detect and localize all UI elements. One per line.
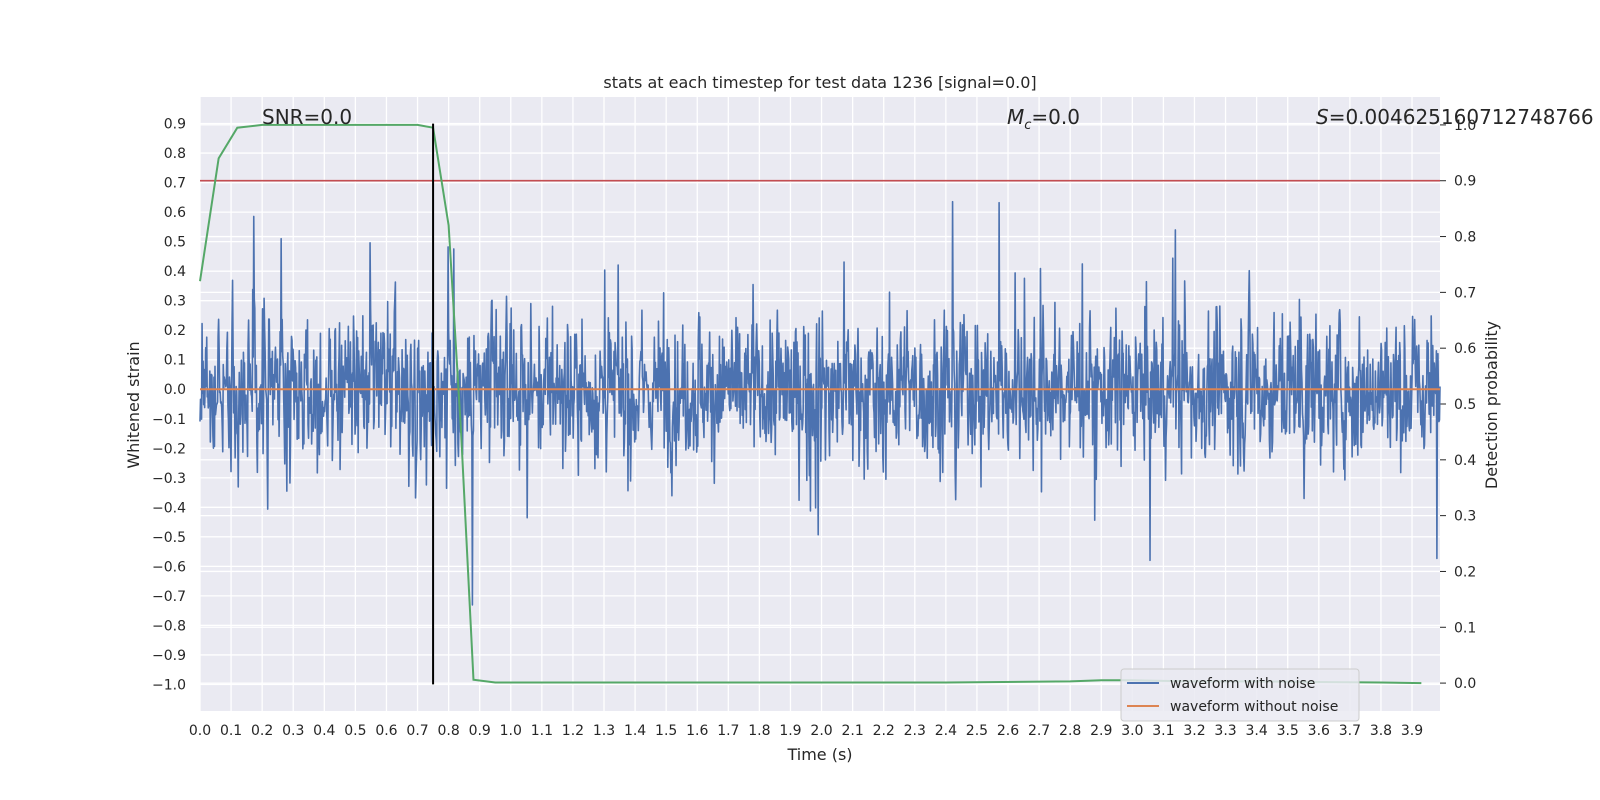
left-y-tick-label: −0.6	[152, 559, 186, 575]
s-value: =0.004625160712748766	[1329, 105, 1594, 129]
x-tick-label: 1.7	[717, 723, 739, 739]
right-y-tick-label: 1.0	[1454, 118, 1476, 134]
left-y-tick-label: 0.2	[164, 323, 186, 339]
x-tick-label: 3.8	[1370, 723, 1392, 739]
mc-annotation: Mc=0.0	[1007, 105, 1080, 133]
left-y-tick-label: −1.0	[152, 677, 186, 693]
right-y-tick-label: 0.3	[1454, 509, 1476, 525]
legend: waveform with noise waveform without noi…	[1120, 668, 1360, 722]
x-tick-label: 1.1	[531, 723, 553, 739]
right-y-tick-label: 0.5	[1454, 397, 1476, 413]
mc-value: =0.0	[1031, 105, 1080, 129]
right-y-tick-label: 0.7	[1454, 285, 1476, 301]
x-tick-label: 2.4	[935, 723, 957, 739]
legend-box	[1120, 668, 1360, 722]
x-tick-label: 1.0	[500, 723, 522, 739]
x-tick-label: 2.1	[841, 723, 863, 739]
x-tick-label: 1.2	[562, 723, 584, 739]
x-tick-label: 3.1	[1152, 723, 1174, 739]
x-tick-label: 0.4	[313, 723, 335, 739]
left-y-tick-label: 0.8	[164, 146, 186, 162]
right-y-tick-label: 0.1	[1454, 620, 1476, 636]
left-y-tick-label: 0.0	[164, 382, 186, 398]
left-y-tick-label: 0.5	[164, 235, 186, 251]
right-y-tick-label: 0.8	[1454, 230, 1476, 246]
left-y-tick-label: 0.6	[164, 205, 186, 221]
snr-annotation: SNR=0.0	[262, 105, 352, 129]
x-tick-label: 3.2	[1183, 723, 1205, 739]
x-tick-label: 0.1	[220, 723, 242, 739]
x-tick-label: 3.3	[1214, 723, 1236, 739]
right-y-tick-label: 0.0	[1454, 676, 1476, 692]
right-y-tick-label: 0.6	[1454, 341, 1476, 357]
s-symbol: S	[1316, 105, 1329, 129]
left-y-tick-label: 0.4	[164, 264, 186, 280]
x-tick-label: 3.6	[1308, 723, 1330, 739]
left-y-axis-title: Whitened strain	[124, 341, 143, 468]
noisy-waveform-line	[199, 200, 1441, 606]
x-tick-label: 1.4	[624, 723, 646, 739]
x-tick-label: 0.5	[344, 723, 366, 739]
x-axis-title: Time (s)	[786, 745, 852, 764]
left-y-tick-label: −0.1	[152, 412, 186, 428]
left-y-tick-label: 0.7	[164, 176, 186, 192]
x-tick-label: 2.8	[1059, 723, 1081, 739]
legend-label-clean: waveform without noise	[1170, 699, 1338, 715]
x-tick-label: 2.2	[873, 723, 895, 739]
left-y-tick-label: −0.4	[152, 500, 186, 516]
right-y-tick-label: 0.2	[1454, 564, 1476, 580]
x-tick-label: 1.8	[748, 723, 770, 739]
right-y-tick-labels: 1.0 0.9 0.8 0.7 0.6 0.5 0.4 0.3 0.2 0.1 0.0	[1454, 118, 1476, 692]
x-tick-label: 3.5	[1277, 723, 1299, 739]
x-tick-label: 2.7	[1028, 723, 1050, 739]
x-tick-label: 3.0	[1121, 723, 1143, 739]
x-tick-label: 0.0	[189, 723, 211, 739]
x-tick-label: 2.3	[904, 723, 926, 739]
left-y-tick-labels: 0.9 0.8 0.7 0.6 0.5 0.4 0.3 0.2 0.1 0.0 −0.1 −0.2 −0…	[152, 117, 186, 694]
x-tick-label: 0.9	[469, 723, 491, 739]
left-y-tick-label: −0.7	[152, 589, 186, 605]
x-tick-label: 3.7	[1339, 723, 1361, 739]
x-tick-label: 0.3	[282, 723, 304, 739]
mc-symbol: M	[1007, 105, 1024, 129]
x-tick-label: 2.9	[1090, 723, 1112, 739]
left-y-tick-label: −0.2	[152, 441, 186, 457]
left-y-tick-label: 0.9	[164, 117, 186, 133]
chart-title: stats at each timestep for test data 123…	[603, 73, 1036, 92]
x-tick-label: 0.6	[375, 723, 397, 739]
x-tick-label: 3.9	[1401, 723, 1423, 739]
left-y-tick-label: −0.9	[152, 648, 186, 664]
right-y-axis-title: Detection probability	[1482, 321, 1501, 489]
x-tick-label: 2.5	[966, 723, 988, 739]
x-tick-label: 0.7	[406, 723, 428, 739]
mc-subscript: c	[1024, 118, 1031, 133]
x-tick-label: 1.3	[593, 723, 615, 739]
x-tick-label: 3.4	[1246, 723, 1268, 739]
x-tick-label: 0.8	[437, 723, 459, 739]
noisy-waveform-series	[199, 200, 1441, 606]
x-tick-label: 2.6	[997, 723, 1019, 739]
left-y-tick-label: −0.3	[152, 471, 186, 487]
s-annotation: S=0.004625160712748766	[1316, 105, 1594, 129]
legend-label-noisy: waveform with noise	[1170, 676, 1315, 692]
left-y-tick-label: −0.5	[152, 530, 186, 546]
left-y-tick-label: 0.1	[164, 353, 186, 369]
x-tick-label: 2.0	[810, 723, 832, 739]
x-tick-label: 1.6	[686, 723, 708, 739]
right-y-tick-label: 0.9	[1454, 174, 1476, 190]
right-y-tick-label: 0.4	[1454, 453, 1476, 469]
x-tick-label: 1.5	[655, 723, 677, 739]
left-y-tick-label: −0.8	[152, 618, 186, 634]
x-tick-labels: 0.0 0.1 0.2 0.3 0.4 0.5 0.6 0.7 0.8 0.9 1.0 1.1 1.2 1…	[189, 723, 1423, 739]
x-tick-label: 1.9	[779, 723, 801, 739]
left-y-tick-label: 0.3	[164, 294, 186, 310]
x-tick-label: 0.2	[251, 723, 273, 739]
